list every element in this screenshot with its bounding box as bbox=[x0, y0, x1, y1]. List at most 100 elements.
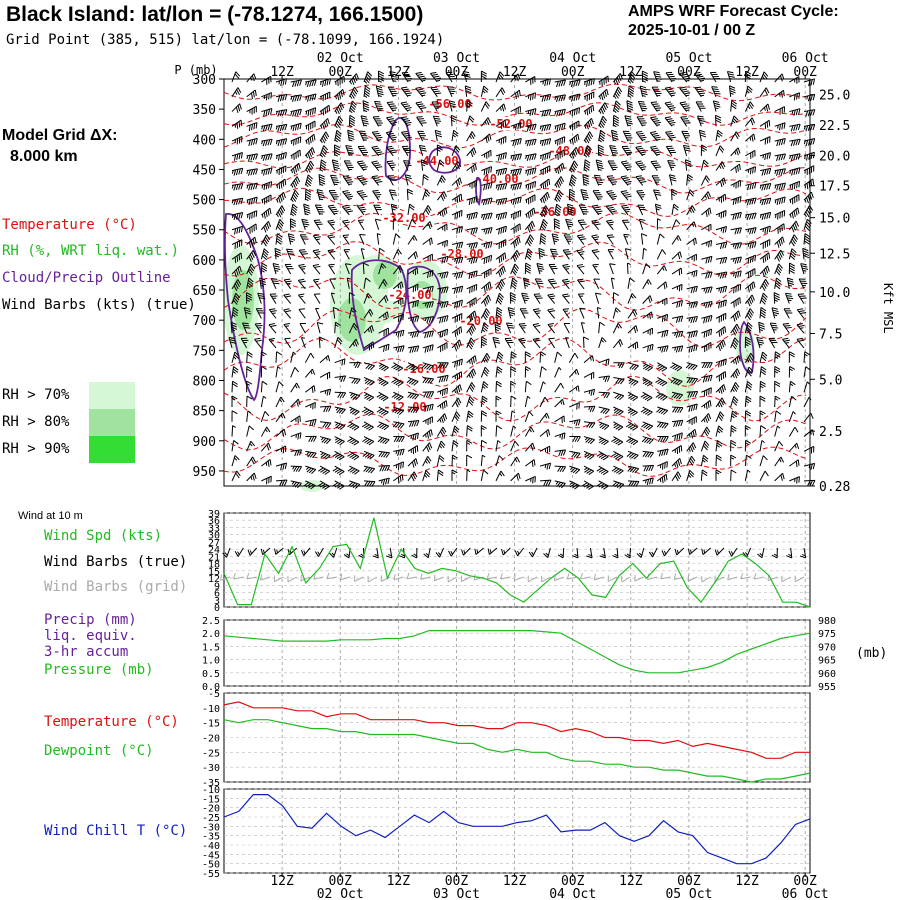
barb-flag bbox=[361, 195, 368, 198]
barb-flag bbox=[348, 136, 355, 140]
barb-half-flag bbox=[686, 178, 691, 182]
barb-flag bbox=[298, 308, 305, 310]
precip-accum-label: 3-hr accum bbox=[44, 644, 129, 660]
barb-flag bbox=[424, 332, 427, 339]
barb-flag bbox=[345, 193, 352, 196]
wind-barb-aloft bbox=[228, 336, 237, 349]
barb-flag bbox=[304, 210, 311, 214]
wind-barb-aloft bbox=[665, 145, 677, 157]
barb-flag bbox=[578, 265, 585, 268]
barb-staff bbox=[246, 351, 248, 363]
wind-barb-aloft bbox=[495, 136, 507, 145]
wind-barb-aloft bbox=[591, 234, 600, 245]
wind-barb-aloft bbox=[671, 235, 682, 245]
barb-flag bbox=[650, 465, 655, 471]
barb-staff bbox=[290, 204, 294, 216]
barb-staff bbox=[330, 292, 336, 304]
wind-barb-aloft bbox=[510, 380, 517, 393]
barb-staff bbox=[371, 176, 380, 186]
cloud-outline bbox=[739, 320, 755, 374]
barb-flag bbox=[420, 149, 427, 152]
wind-barb-aloft bbox=[591, 249, 600, 260]
barb-staff bbox=[363, 341, 374, 349]
barb-flag bbox=[255, 183, 258, 190]
barb-flag bbox=[312, 108, 314, 115]
barb-flag bbox=[254, 89, 257, 96]
barb-flag bbox=[483, 286, 486, 293]
wind-barb-aloft bbox=[362, 100, 370, 113]
wind-barb-aloft bbox=[524, 351, 531, 363]
barb-flag bbox=[295, 138, 297, 145]
barb-flag bbox=[625, 195, 632, 198]
barb-flag bbox=[268, 93, 270, 100]
barb-flag bbox=[311, 80, 315, 87]
barb-staff bbox=[231, 152, 243, 157]
wind-barb-aloft bbox=[371, 175, 383, 186]
barb-flag bbox=[388, 103, 395, 105]
barb-flag bbox=[669, 121, 676, 124]
barb-half-flag bbox=[691, 271, 693, 276]
barb-flag bbox=[529, 154, 532, 161]
barb-staff bbox=[290, 415, 301, 423]
barb-flag bbox=[274, 267, 281, 270]
wind-barb-aloft bbox=[319, 371, 331, 380]
barb-half-flag bbox=[290, 198, 294, 203]
wind-barb-aloft bbox=[231, 440, 239, 452]
barb-staff bbox=[286, 248, 292, 260]
barb-flag bbox=[324, 470, 331, 475]
barb-flag bbox=[678, 433, 681, 440]
wind-barb-aloft bbox=[623, 233, 630, 245]
barb-flag bbox=[673, 421, 677, 428]
barb-flag bbox=[233, 228, 237, 235]
barb-flag bbox=[541, 140, 545, 147]
barb-flag bbox=[549, 310, 556, 313]
wind-barb-aloft bbox=[596, 450, 609, 461]
barb-flag bbox=[313, 278, 320, 281]
barb-flag bbox=[298, 278, 305, 281]
barb-flag bbox=[666, 330, 669, 337]
barb-flag bbox=[363, 102, 369, 106]
barb-half-flag bbox=[246, 199, 249, 204]
barb-half-flag bbox=[378, 363, 383, 367]
barb-flag bbox=[288, 235, 295, 239]
barb-flag bbox=[635, 145, 642, 148]
wind-barb-aloft bbox=[510, 89, 521, 100]
barb-flag bbox=[518, 90, 521, 97]
barb-flag bbox=[297, 433, 300, 440]
barb-flag bbox=[456, 360, 459, 367]
barb-staff bbox=[260, 263, 263, 275]
barb-flag bbox=[545, 480, 550, 486]
barb-flag bbox=[322, 135, 327, 142]
barb-staff bbox=[372, 190, 380, 201]
barb-half-flag bbox=[671, 94, 675, 97]
barb-half-flag bbox=[383, 314, 385, 319]
barb-flag bbox=[291, 208, 297, 214]
barb-flag bbox=[590, 79, 593, 86]
barb-flag bbox=[457, 386, 461, 393]
barb-staff bbox=[359, 234, 365, 245]
barb-flag bbox=[274, 247, 281, 252]
barb-flag bbox=[252, 91, 255, 98]
wind-barb-aloft bbox=[598, 406, 610, 415]
barb-flag bbox=[489, 133, 492, 140]
barb-flag bbox=[336, 132, 342, 137]
wind-barb-aloft bbox=[246, 250, 257, 262]
barb-flag bbox=[292, 194, 298, 200]
barb-flag bbox=[328, 263, 335, 266]
barb-flag bbox=[473, 147, 477, 154]
barb-flag bbox=[358, 177, 365, 180]
barb-flag bbox=[516, 138, 520, 145]
barb-flag bbox=[335, 134, 341, 140]
barb-flag bbox=[337, 439, 343, 445]
barb-flag bbox=[483, 300, 487, 307]
barb-staff bbox=[407, 235, 415, 245]
wind-barb-aloft bbox=[607, 249, 615, 260]
barb-flag bbox=[285, 280, 292, 283]
wind-barb-aloft bbox=[348, 480, 361, 489]
wind-barb-aloft bbox=[551, 233, 560, 245]
barb-flag bbox=[327, 249, 334, 252]
wind-barb-aloft bbox=[621, 219, 630, 230]
rh-shade-area bbox=[666, 370, 694, 406]
barb-flag bbox=[390, 151, 397, 154]
wind-barb-aloft bbox=[532, 323, 541, 334]
